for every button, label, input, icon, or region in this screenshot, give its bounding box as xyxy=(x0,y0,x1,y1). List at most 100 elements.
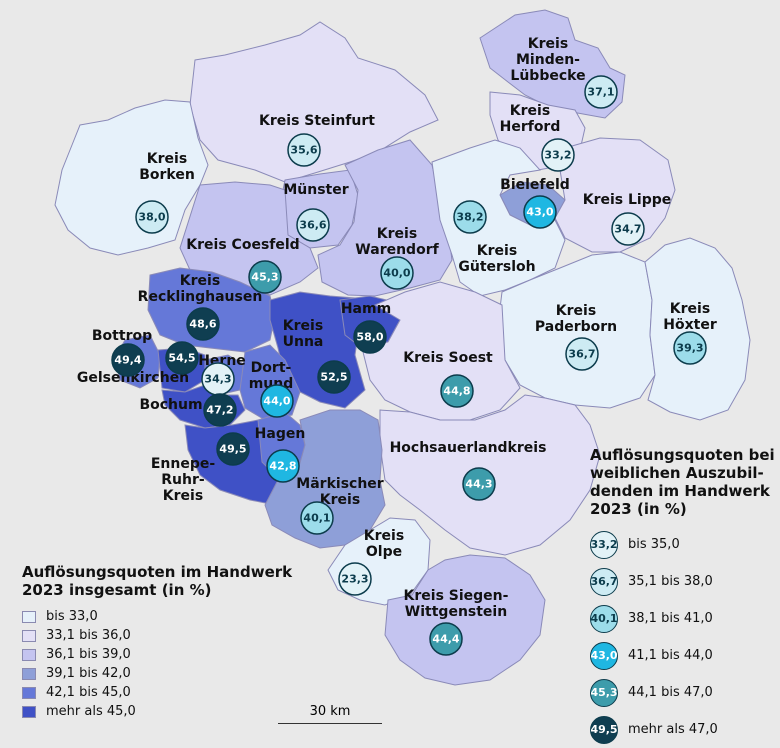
legend-total-item: bis 33,0 xyxy=(22,607,322,626)
legend-swatch xyxy=(22,686,36,699)
label-muenster: Münster xyxy=(283,182,348,198)
value-unna: 52,5 xyxy=(320,371,347,384)
value-bielefeld: 43,0 xyxy=(526,206,553,219)
region-lippe xyxy=(554,137,676,253)
label-paderborn: Kreis Paderborn xyxy=(535,303,617,335)
value-warendorf: 40,0 xyxy=(383,267,410,280)
value-guetersloh: 38,2 xyxy=(456,211,483,224)
value-ennepe: 49,5 xyxy=(219,443,246,456)
legend-female-item: 36,7 35,1 bis 38,0 xyxy=(590,563,775,600)
value-muenster: 36,6 xyxy=(299,219,326,232)
scale-label: 30 km xyxy=(309,704,351,719)
legend-female-item: 49,5 mehr als 47,0 xyxy=(590,711,775,748)
legend-total-label: 36,1 bis 39,0 xyxy=(46,647,131,662)
marker-herford xyxy=(541,138,575,172)
legend-total-label: 33,1 bis 36,0 xyxy=(46,628,131,643)
legend-swatch xyxy=(22,648,36,661)
label-bochum: Bochum xyxy=(139,397,202,413)
marker-steinfurt xyxy=(287,133,321,167)
legend-swatch xyxy=(22,705,36,718)
legend-circle: 36,7 xyxy=(590,567,618,596)
legend-female-label: 41,1 bis 44,0 xyxy=(628,648,713,663)
marker-maerkisch xyxy=(300,501,334,535)
marker-bochum xyxy=(203,393,237,427)
value-maerkisch: 40,1 xyxy=(303,512,330,525)
marker-recklinghausen xyxy=(186,307,220,341)
value-bochum: 47,2 xyxy=(206,404,233,417)
legend-total-label: 39,1 bis 42,0 xyxy=(46,666,131,681)
marker-lippe xyxy=(611,212,645,246)
marker-warendorf xyxy=(380,256,414,290)
legend-total: Auflösungsquoten im Handwerk 2023 insges… xyxy=(22,563,322,721)
marker-muenster xyxy=(296,208,330,242)
label-coesfeld: Kreis Coesfeld xyxy=(186,237,299,253)
label-unna: Kreis Unna xyxy=(283,318,324,350)
scale-bar: 30 km xyxy=(278,704,382,724)
legend-total-item: 36,1 bis 39,0 xyxy=(22,645,322,664)
legend-total-item: 33,1 bis 36,0 xyxy=(22,626,322,645)
legend-total-item: 42,1 bis 45,0 xyxy=(22,683,322,702)
label-hamm: Hamm xyxy=(341,301,391,317)
label-bielefeld: Bielefeld xyxy=(500,177,570,193)
value-dortmund: 44,0 xyxy=(263,395,290,408)
label-hoexter: Kreis Höxter xyxy=(663,301,717,333)
marker-siegen xyxy=(429,622,463,656)
marker-coesfeld xyxy=(248,260,282,294)
label-steinfurt: Kreis Steinfurt xyxy=(259,113,375,129)
region-borken xyxy=(54,99,209,256)
value-hamm: 58,0 xyxy=(356,331,383,344)
label-siegen: Kreis Siegen-Wittgenstein xyxy=(404,588,509,620)
region-guetersloh xyxy=(431,139,566,297)
value-minden: 37,1 xyxy=(587,86,614,99)
legend-circle: 33,2 xyxy=(590,530,618,559)
marker-dortmund xyxy=(260,384,294,418)
legend-female-item: 33,2 bis 35,0 xyxy=(590,526,775,563)
label-soest: Kreis Soest xyxy=(403,350,493,366)
marker-minden xyxy=(584,75,618,109)
legend-total-item: mehr als 45,0 xyxy=(22,702,322,721)
scale-line xyxy=(278,719,382,724)
label-hagen: Hagen xyxy=(255,426,306,442)
value-bottrop: 49,4 xyxy=(114,354,141,367)
marker-bielefeld xyxy=(523,195,557,229)
label-minden: Kreis Minden-Lübbecke xyxy=(510,36,585,84)
label-gelsenkirchen: Gelsenkirchen xyxy=(77,370,189,386)
marker-borken xyxy=(135,200,169,234)
value-markers: 37,1 35,6 33,2 38,0 36,6 43,0 34,7 40,0 38,2 45,3… xyxy=(111,75,707,656)
value-hochsauerland: 44,3 xyxy=(465,478,492,491)
label-maerkisch: Märkischer Kreis xyxy=(296,476,383,508)
value-hoexter: 39,3 xyxy=(676,342,703,355)
label-ennepe: Ennepe-Ruhr-Kreis xyxy=(151,456,216,504)
legend-female: Auflösungsquoten bei weiblichen Auszubil… xyxy=(590,446,775,748)
label-borken: Kreis Borken xyxy=(139,151,195,183)
legend-circle: 40,1 xyxy=(590,604,618,633)
legend-circle: 45,3 xyxy=(590,678,618,707)
label-olpe: Kreis Olpe xyxy=(364,528,404,560)
marker-olpe xyxy=(338,562,372,596)
legend-total-title: Auflösungsquoten im Handwerk 2023 insges… xyxy=(22,563,293,599)
marker-ennepe xyxy=(216,432,250,466)
legend-female-item: 43,0 41,1 bis 44,0 xyxy=(590,637,775,674)
legend-total-label: bis 33,0 xyxy=(46,609,98,624)
legend-female-label: mehr als 47,0 xyxy=(628,722,718,737)
value-herford: 33,2 xyxy=(544,149,571,162)
marker-hagen xyxy=(266,449,300,483)
marker-hamm xyxy=(353,320,387,354)
value-steinfurt: 35,6 xyxy=(290,144,317,157)
legend-female-label: bis 35,0 xyxy=(628,537,680,552)
legend-swatch xyxy=(22,610,36,623)
legend-total-label: 42,1 bis 45,0 xyxy=(46,685,131,700)
value-gelsenkirchen: 54,5 xyxy=(168,352,195,365)
legend-female-title: Auflösungsquoten bei weiblichen Auszubil… xyxy=(590,446,775,518)
region-siegen xyxy=(384,554,546,686)
value-olpe: 23,3 xyxy=(341,573,368,586)
marker-hoexter xyxy=(673,331,707,365)
legend-female-label: 44,1 bis 47,0 xyxy=(628,685,713,700)
marker-soest xyxy=(440,374,474,408)
label-recklinghausen: Kreis Recklinghausen xyxy=(138,273,263,305)
legend-circle: 49,5 xyxy=(590,715,618,744)
label-bottrop: Bottrop xyxy=(92,328,152,344)
legend-female-label: 35,1 bis 38,0 xyxy=(628,574,713,589)
label-herford: Kreis Herford xyxy=(500,103,561,135)
